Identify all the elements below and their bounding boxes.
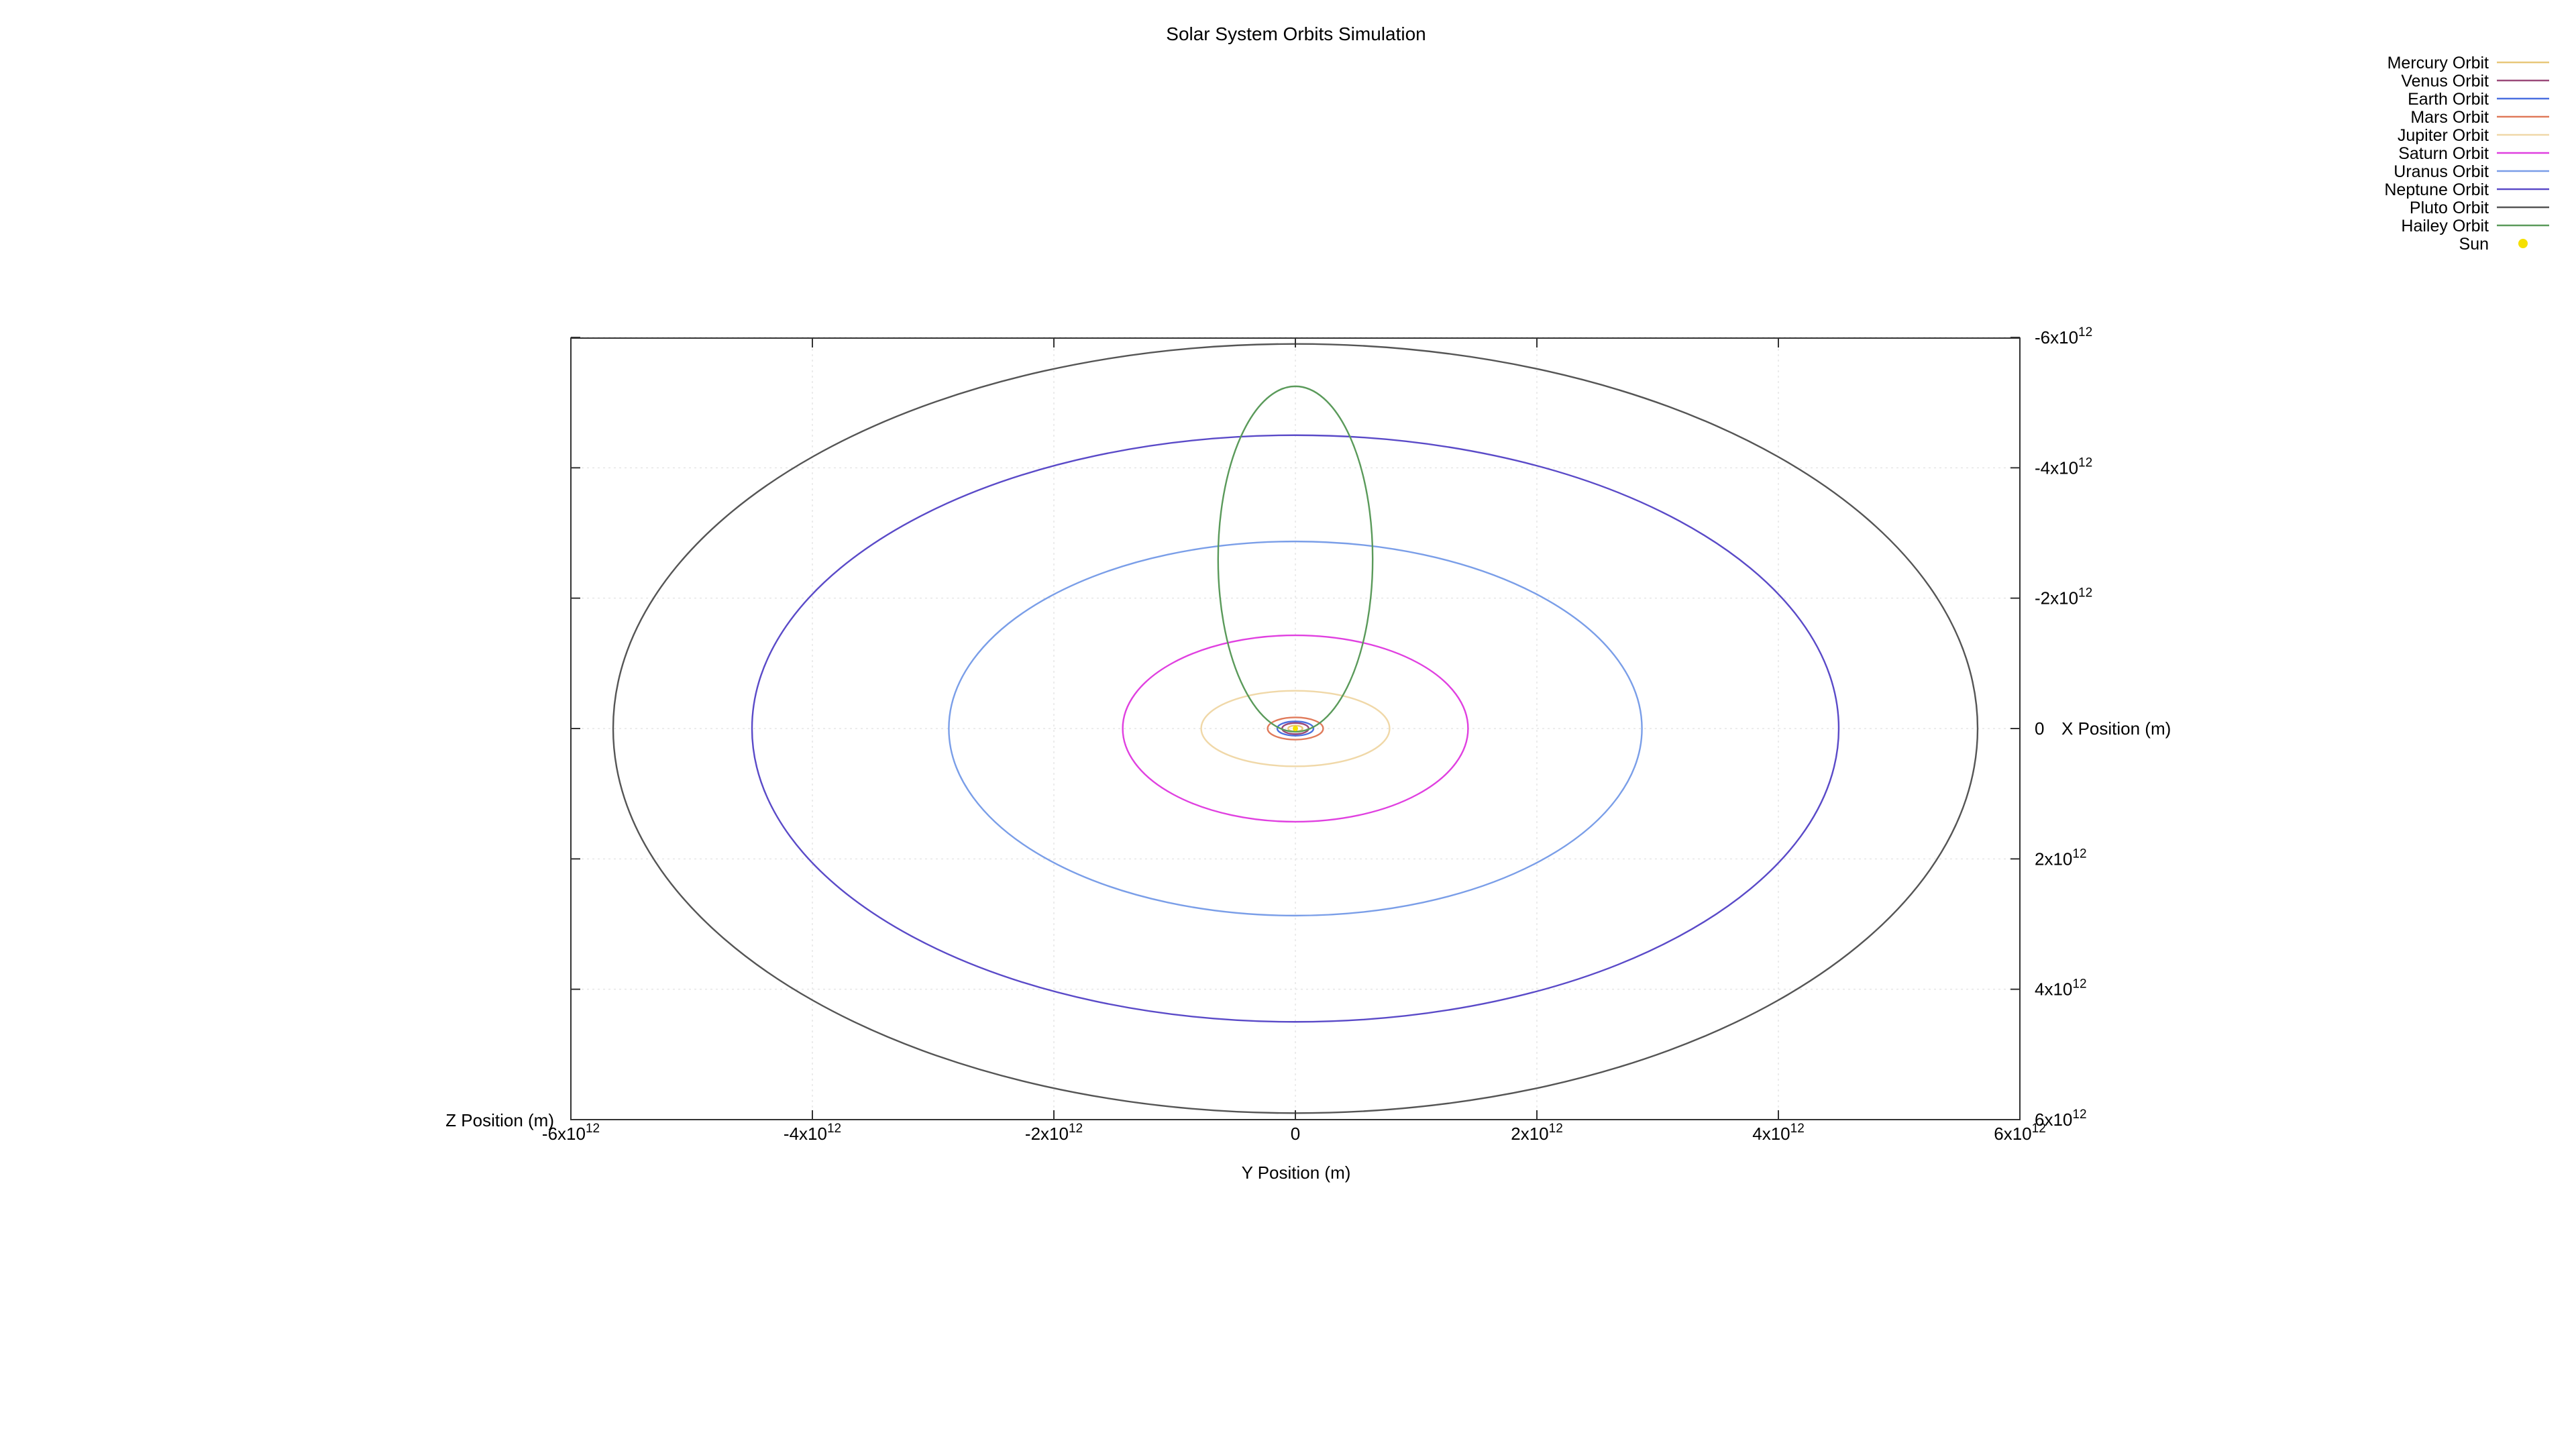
legend-label: Hailey Orbit <box>2401 217 2489 235</box>
y-tick-label: -2x1012 <box>2035 586 2092 608</box>
legend-label: Neptune Orbit <box>2384 180 2489 199</box>
x-tick-label: 4x1012 <box>1752 1122 1805 1144</box>
x-tick-label: 0 <box>1291 1124 1300 1144</box>
legend-label: Jupiter Orbit <box>2398 126 2489 145</box>
earth-orbit-line <box>1276 720 1315 737</box>
y-tick-label: -6x1012 <box>2035 325 2092 347</box>
mars-orbit-line <box>1267 716 1324 741</box>
y-tick-label: 6x1012 <box>2035 1108 2087 1130</box>
legend-label: Sun <box>2459 235 2489 254</box>
x-tick-label: -2x1012 <box>1025 1122 1083 1144</box>
z-axis-title: Z Position (m) <box>445 1110 554 1130</box>
saturn-orbit-line <box>1122 634 1469 823</box>
y-tick-label: 0 <box>2035 718 2044 739</box>
axis-ticks: -6x1012 -4x1012 -2x1012 0 2x1012 4x1012 6x1012… <box>542 325 2092 1144</box>
legend-label: Venus Orbit <box>2401 72 2489 91</box>
legend-label: Pluto Orbit <box>2410 199 2489 217</box>
legend-label: Mars Orbit <box>2410 108 2489 127</box>
jupiter-orbit-line <box>1200 690 1391 767</box>
legend-swatch <box>2518 239 2528 248</box>
sun-point <box>1293 726 1298 731</box>
chart-title: Solar System Orbits Simulation <box>1166 23 1426 44</box>
y-tick-label: -4x1012 <box>2035 455 2092 478</box>
uranus-orbit-line <box>948 540 1643 917</box>
y-tick-label: 2x1012 <box>2035 847 2087 869</box>
neptune-orbit-line <box>751 434 1840 1023</box>
legend-label: Uranus Orbit <box>2394 162 2489 181</box>
y-axis-title: X Position (m) <box>2061 718 2171 739</box>
x-tick-label: -6x1012 <box>542 1122 600 1144</box>
legend-label: Saturn Orbit <box>2398 144 2489 163</box>
legend-label: Earth Orbit <box>2408 90 2489 109</box>
x-tick-label: 2x1012 <box>1511 1122 1563 1144</box>
y-tick-label: 4x1012 <box>2035 977 2087 1000</box>
x-axis-title: Y Position (m) <box>1242 1163 1351 1183</box>
x-tick-label: 6x1012 <box>1994 1122 2046 1144</box>
legend-label: Mercury Orbit <box>2387 54 2489 72</box>
x-tick-label: -4x1012 <box>784 1122 841 1144</box>
hailey-orbit-line <box>1217 385 1374 733</box>
